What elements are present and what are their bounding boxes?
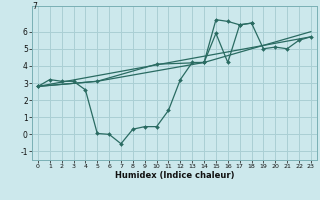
X-axis label: Humidex (Indice chaleur): Humidex (Indice chaleur) [115, 171, 234, 180]
Text: 7: 7 [32, 2, 37, 11]
